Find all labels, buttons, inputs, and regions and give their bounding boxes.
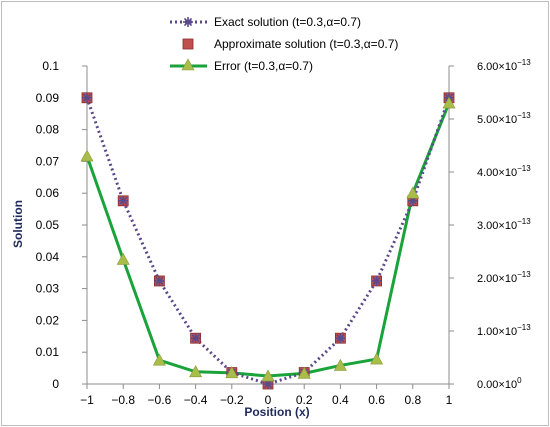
legend: Exact solution (t=0.3,α=0.7) Approximate… [170, 15, 398, 73]
legend-label-error: Error (t=0.3,α=0.7) [214, 59, 313, 73]
data-point-error [225, 366, 239, 379]
x-axis-title: Position (x) [244, 405, 309, 419]
x-tick-label: 0.4 [332, 393, 349, 407]
data-point-error [297, 366, 311, 379]
y-tick-label: 0.01 [36, 345, 60, 359]
y2-tick-label: 3.00×10−13 [477, 217, 531, 232]
y2-tick-label: 1.00×10−13 [477, 323, 531, 338]
y-tick-label: 0.07 [36, 154, 60, 168]
x-tick-label: 0.8 [404, 393, 421, 407]
y-tick-label: 0.06 [36, 186, 60, 200]
legend-label-exact: Exact solution (t=0.3,α=0.7) [214, 15, 361, 29]
data-point-error [80, 149, 94, 162]
x-tick-label: −0.4 [184, 393, 208, 407]
data-point-exact [82, 92, 92, 103]
legend-marker-exact [183, 17, 193, 27]
x-tick-label: −0.2 [220, 393, 244, 407]
legend-item-exact: Exact solution (t=0.3,α=0.7) [170, 15, 361, 29]
y2-tick-label: 0.00×100 [477, 376, 522, 391]
y-tick-label: 0.1 [42, 59, 59, 73]
y-tick-label: 0 [52, 377, 59, 391]
x-tick-label: −0.8 [111, 393, 135, 407]
y2-tick-label: 2.00×10−13 [477, 270, 531, 285]
y-tick-label: 0.03 [36, 282, 60, 296]
x-tick-label: −1 [80, 393, 94, 407]
y-tick-label: 0.08 [36, 123, 60, 137]
x-tick-label: −0.6 [148, 393, 172, 407]
data-point-exact [335, 333, 346, 344]
data-point-exact [154, 275, 165, 286]
x-tick-label: 1 [446, 393, 453, 407]
y-tick-label: 0.02 [36, 313, 60, 327]
legend-item-approx: Approximate solution (t=0.3,α=0.7) [182, 37, 398, 51]
y-tick-label: 0.09 [36, 91, 60, 105]
y-tick-label: 0.05 [36, 218, 60, 232]
data-point-exact [118, 195, 129, 206]
data-point-error [333, 358, 347, 371]
x-tick-label: 0.6 [368, 393, 385, 407]
data-point-error [370, 352, 384, 365]
data-point-error [152, 353, 166, 366]
y2-tick-label: 4.00×10−13 [477, 164, 531, 179]
axes-layer: 0 0.01 0.02 0.03 0.04 0.05 0.06 0.07 0.08 0.09 0.1… [36, 58, 532, 407]
legend-label-approx: Approximate solution (t=0.3,α=0.7) [214, 37, 398, 51]
data-point-error [442, 96, 456, 109]
data-point-error [189, 365, 203, 378]
legend-item-error: Error (t=0.3,α=0.7) [170, 58, 313, 73]
y-tick-label: 0.04 [36, 250, 60, 264]
legend-marker-error [181, 58, 195, 71]
y-axis-title: Solution [11, 200, 25, 248]
x-tick-label: 0.2 [296, 393, 313, 407]
data-point-exact [371, 275, 382, 286]
data-point-error [406, 186, 420, 199]
series-layer [80, 92, 456, 390]
y2-tick-label: 5.00×10−13 [477, 111, 531, 126]
legend-marker-approx [182, 38, 194, 50]
x-tick-label: 0 [265, 393, 272, 407]
data-point-error [261, 369, 275, 382]
data-point-exact [190, 333, 201, 344]
series-line-exact [85, 97, 451, 386]
data-point-error [116, 252, 130, 265]
y2-tick-label: 6.00×10−13 [477, 58, 531, 73]
